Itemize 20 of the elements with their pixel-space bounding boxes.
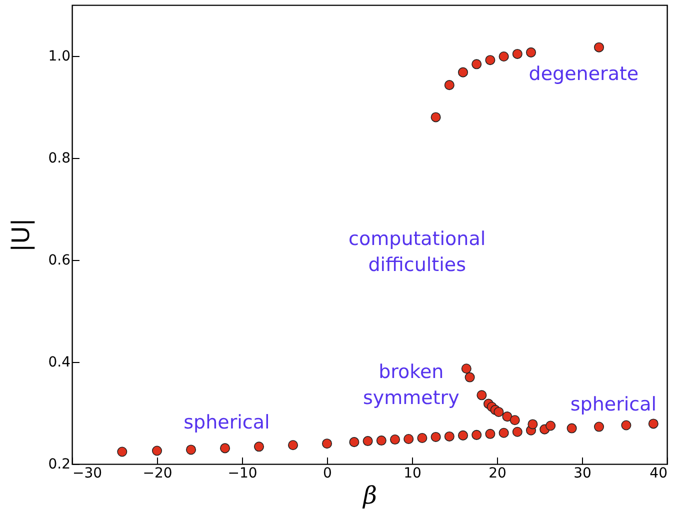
- y-tick-label: 0.8: [48, 150, 70, 166]
- annotation: degenerate: [528, 62, 639, 85]
- annotation: spherical: [570, 393, 657, 416]
- annotation: spherical: [184, 412, 270, 434]
- x-tick-label: −30: [72, 466, 102, 482]
- x-axis-title: β: [362, 482, 377, 510]
- y-tick-label: 1.0: [48, 48, 70, 64]
- x-tick-label: −20: [142, 466, 172, 482]
- y-tick-label: 0.4: [48, 354, 71, 370]
- x-tick-label: 10: [404, 466, 422, 482]
- x-tick-label: 20: [488, 466, 506, 482]
- annotation: broken symmetry: [362, 361, 460, 410]
- x-tick-label: 30: [574, 466, 592, 482]
- x-tick-label: 0: [323, 466, 332, 482]
- y-tick-label: 0.2: [48, 456, 70, 472]
- annotation: computational difficulties: [348, 228, 486, 276]
- x-tick-label: 40: [650, 466, 668, 482]
- y-tick-label: 0.6: [48, 252, 71, 268]
- y-axis-title: |U|: [7, 218, 36, 252]
- x-tick-label: −10: [228, 466, 258, 482]
